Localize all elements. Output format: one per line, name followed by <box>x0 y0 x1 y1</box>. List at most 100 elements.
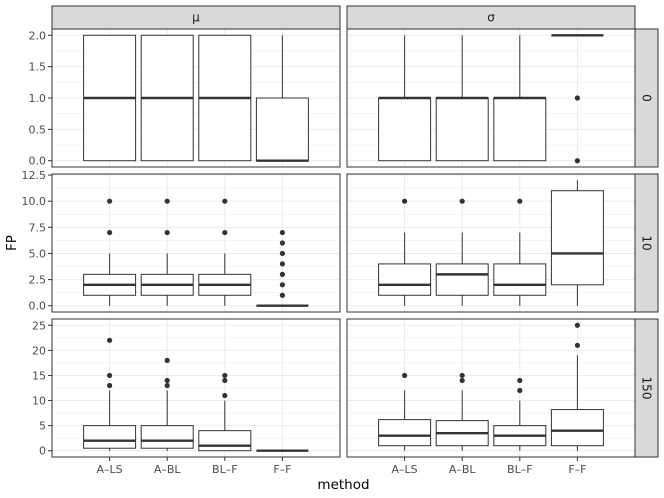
outlier-point <box>402 372 408 379</box>
x-tick-label: BL–F <box>507 463 533 476</box>
x-tick-label: F–F <box>273 463 291 476</box>
facet-column-label: σ <box>487 11 495 25</box>
x-tick-label: F–F <box>568 463 586 476</box>
boxplot-A–BL <box>140 34 194 162</box>
box <box>378 263 432 296</box>
outlier-point <box>459 372 465 379</box>
facet-column-label: μ <box>192 11 200 25</box>
y-tick-label: 10.0 <box>22 195 47 208</box>
panel-2-0 <box>51 318 341 458</box>
facet-row-label: 10 <box>640 235 654 250</box>
outlier-point <box>164 198 170 204</box>
panel-0-0 <box>51 28 341 168</box>
boxplot-F–F <box>551 34 604 164</box>
outlier-point <box>222 372 228 379</box>
y-tick-label: 20 <box>32 344 46 357</box>
y-tick-label: 25 <box>32 319 46 332</box>
y-tick-label: 10 <box>32 395 46 408</box>
panel-border <box>51 173 341 313</box>
box <box>493 97 547 162</box>
outlier-point <box>279 271 285 277</box>
outlier-point <box>107 337 113 343</box>
outlier-point <box>459 377 465 384</box>
outlier-point <box>164 382 170 389</box>
boxplot-BL–F <box>493 35 547 162</box>
y-tick-label: 7.5 <box>29 221 47 234</box>
panel-border <box>346 318 636 458</box>
outlier-point <box>222 377 228 384</box>
y-tick-label: 5 <box>39 420 46 433</box>
outlier-point <box>164 229 170 236</box>
outlier-point <box>222 229 228 236</box>
boxplot-A–BL <box>435 35 489 162</box>
boxplot-F–F <box>550 180 604 306</box>
boxplot-A–LS <box>378 198 432 306</box>
y-tick-label: 2.5 <box>29 274 47 287</box>
outlier-point <box>574 95 581 101</box>
facet-row-label: 150 <box>640 377 654 400</box>
panel-border <box>346 173 636 313</box>
boxplot-A–BL <box>435 372 489 451</box>
outlier-point <box>279 240 285 246</box>
outlier-point <box>107 372 113 379</box>
x-axis-title: method <box>317 477 369 493</box>
boxplot-A–LS <box>83 198 137 306</box>
box <box>435 263 489 296</box>
boxplot-BL–F <box>198 34 252 162</box>
box <box>550 409 604 447</box>
outlier-point <box>402 198 408 204</box>
outlier-point <box>279 261 285 267</box>
boxplot-A–LS <box>378 35 432 162</box>
boxplot-BL–F <box>493 198 547 306</box>
y-tick-label: 0.0 <box>29 155 47 168</box>
outlier-point <box>222 392 228 399</box>
boxplot-A–LS <box>83 337 137 451</box>
box <box>493 263 547 296</box>
panel-border <box>346 28 636 168</box>
boxplot-F–F <box>255 35 309 162</box>
panel-border <box>51 318 341 458</box>
panel-border <box>51 28 341 168</box>
boxplot-A–BL <box>140 357 194 451</box>
box <box>435 97 489 162</box>
outlier-point <box>107 198 113 204</box>
x-tick-label: A–BL <box>449 463 477 476</box>
box <box>255 97 309 162</box>
outlier-point <box>517 387 523 394</box>
boxplot-F–F <box>256 229 309 307</box>
boxplot-BL–F <box>198 372 252 452</box>
panel-2-1 <box>346 318 636 458</box>
box <box>550 190 604 286</box>
outlier-point <box>222 198 228 204</box>
outlier-point <box>574 342 581 348</box>
box <box>83 425 137 449</box>
outlier-point <box>574 322 581 328</box>
boxplot-F–F <box>550 322 604 451</box>
outlier-point <box>459 198 465 204</box>
panel-0-1 <box>346 28 636 168</box>
y-tick-label: 15 <box>32 369 46 382</box>
boxplot-BL–F <box>493 377 547 451</box>
y-tick-label: 0.5 <box>29 123 47 136</box>
box <box>198 430 252 452</box>
outlier-point <box>574 158 581 164</box>
outlier-point <box>279 292 285 298</box>
y-tick-label: 2.0 <box>29 29 47 42</box>
panel-1-1 <box>346 173 636 313</box>
x-tick-label: A–BL <box>154 463 182 476</box>
outlier-point <box>107 382 113 389</box>
boxplot-A–LS <box>378 372 432 451</box>
y-tick-label: 12.5 <box>22 169 47 182</box>
box <box>140 425 194 449</box>
outlier-point <box>279 250 285 257</box>
box <box>378 419 432 447</box>
y-tick-label: 0.0 <box>29 300 47 313</box>
outlier-point <box>517 377 523 384</box>
x-tick-label: BL–F <box>212 463 238 476</box>
outlier-point <box>107 229 113 236</box>
box <box>378 97 432 162</box>
boxplot-A–BL <box>140 198 194 306</box>
y-axis-title: FP <box>4 235 20 251</box>
outlier-point <box>164 377 170 384</box>
